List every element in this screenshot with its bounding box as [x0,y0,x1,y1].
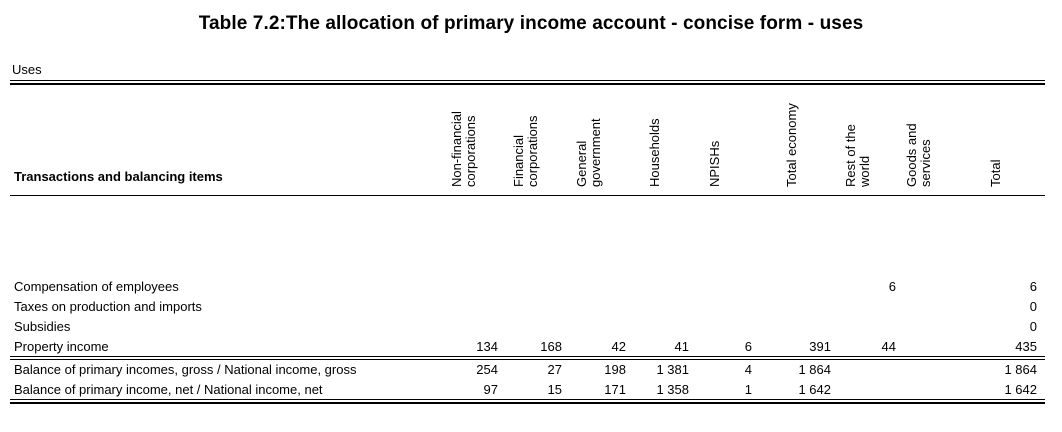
table-cell: 42 [611,339,626,354]
table-cell: 435 [1015,339,1037,354]
table-cell: 171 [604,382,626,397]
table-cell: 1 [744,382,752,397]
row-label: Subsidies [14,319,71,334]
column-header-line: Total economy [784,103,799,187]
table-cell: 6 [744,339,752,354]
table-cell: 6 [888,279,896,294]
column-header-line: Financial [511,134,526,187]
row-label: Balance of primary incomes, gross / Nati… [14,362,357,377]
column-header-line: Rest of the [843,124,858,187]
column-header: Households [647,118,662,187]
row-label: Balance of primary income, net / Nationa… [14,382,323,397]
table-cell: 1 381 [656,362,689,377]
column-header: Total economy [784,103,799,187]
table-cell: 1 864 [1004,362,1037,377]
table-cell: 1 642 [798,382,831,397]
column-header-line: world [857,155,872,187]
row-header: Transactions and balancing items [14,169,223,184]
column-header: Total [988,159,1003,187]
table-cell: 41 [674,339,689,354]
bottom-rule-1 [10,399,1045,400]
property-income-rule-2 [10,359,1045,360]
header-bottom-rule [10,195,1045,196]
section-label: Uses [12,62,42,77]
column-header-line: Total [988,159,1003,187]
table-cell: 15 [547,382,562,397]
table-title: Table 7.2:The allocation of primary inco… [198,13,864,34]
table-cell: 168 [540,339,562,354]
table-cell: 1 864 [798,362,831,377]
table-cell: 198 [604,362,626,377]
table-cell: 97 [483,382,498,397]
column-header-line: corporations [525,115,540,187]
table-cell: 134 [476,339,498,354]
table-cell: 0 [1029,299,1037,314]
table-cell: 44 [881,339,896,354]
bottom-rule-2 [10,402,1045,404]
table-cell: 1 358 [656,382,689,397]
table-cell: 4 [744,362,752,377]
column-header-line: Goods and [904,123,919,187]
table-cell: 391 [809,339,831,354]
row-label: Taxes on production and imports [14,299,202,314]
column-header-line: NPISHs [707,140,722,187]
column-header-line: government [588,118,603,187]
column-header-line: corporations [463,115,478,187]
column-header: General government [574,118,603,187]
column-header: Financial corporations [511,115,540,187]
column-header: Rest of the world [843,124,872,187]
row-label: Property income [14,339,109,354]
column-header: NPISHs [707,140,722,187]
property-income-rule-1 [10,356,1045,357]
column-header-line: General [574,140,589,187]
column-header-line: Non-financial [449,111,464,187]
table-cell: 27 [547,362,562,377]
table-cell: 0 [1029,319,1037,334]
top-rule-2 [10,83,1045,85]
table-cell: 254 [476,362,498,377]
column-header: Non-financial corporations [449,111,478,187]
column-header: Goods and services [904,123,933,187]
row-label: Compensation of employees [14,279,179,294]
table-cell: 6 [1029,279,1037,294]
top-rule-1 [10,80,1045,81]
table-cell: 1 642 [1004,382,1037,397]
column-header-line: services [918,139,933,187]
column-header-line: Households [647,118,662,187]
